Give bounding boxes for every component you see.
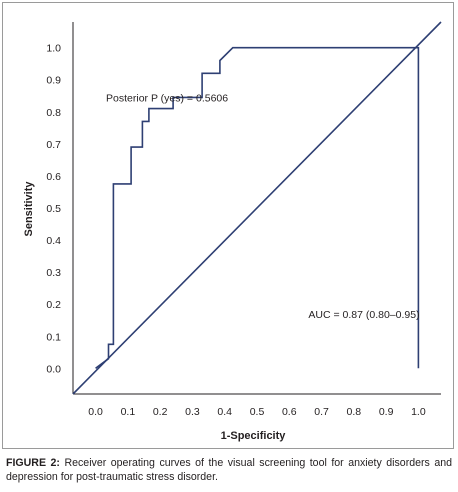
x-tick-label: 0.0: [88, 406, 103, 418]
x-tick-label: 0.4: [217, 406, 232, 418]
y-tick-label: 0.3: [46, 267, 61, 279]
y-tick-label: 0.6: [46, 171, 61, 183]
x-axis-title: 1-Specificity: [221, 430, 287, 442]
axes-layer: [72, 22, 441, 395]
roc-curve-line: [95, 46, 420, 369]
series-layer: [72, 21, 442, 395]
x-tick-label: 0.7: [314, 406, 329, 418]
x-tick-label: 0.1: [121, 406, 136, 418]
y-axis-title: Sensitivity: [23, 181, 35, 237]
y-tick-label: 0.1: [46, 331, 61, 343]
y-tick-label: 1.0: [46, 43, 61, 55]
x-tick-label: 1.0: [411, 406, 426, 418]
auc-annotation: AUC = 0.87 (0.80–0.95): [308, 309, 419, 321]
caption-label: FIGURE 2:: [6, 457, 60, 469]
y-tick-label: 0.4: [46, 235, 61, 247]
y-tick-label: 0.8: [46, 107, 61, 119]
x-tick-label: 0.2: [153, 406, 168, 418]
x-tick-label: 0.8: [347, 406, 362, 418]
y-tick-label: 0.9: [46, 75, 61, 87]
caption-text: Receiver operating curves of the visual …: [6, 457, 453, 483]
figure-frame: 0.0 0.1 0.2 0.3 0.4 0.5 0.6 0.7 0.8 0.9 1.0 0.0 0.1…: [2, 2, 454, 449]
y-tick-label: 0.7: [46, 139, 61, 151]
x-tick-label: 0.3: [185, 406, 200, 418]
figure-caption: FIGURE 2: Receiver operating curves of t…: [6, 456, 452, 484]
reference-diagonal-line: [72, 21, 442, 395]
x-tick-label: 0.6: [282, 406, 297, 418]
annotation-layer: Posterior P (yes) = 0.5606 AUC = 0.87 (0.…: [106, 92, 420, 320]
posterior-annotation: Posterior P (yes) = 0.5606: [106, 92, 228, 104]
y-tick-labels: 0.0 0.1 0.2 0.3 0.4 0.5 0.6 0.7 0.8 0.9 1.0: [46, 43, 61, 376]
roc-chart: 0.0 0.1 0.2 0.3 0.4 0.5 0.6 0.7 0.8 0.9 1.0 0.0 0.1…: [23, 21, 442, 442]
x-tick-label: 0.5: [250, 406, 265, 418]
x-tick-label: 0.9: [379, 406, 394, 418]
y-tick-label: 0.0: [46, 363, 61, 375]
y-tick-label: 0.5: [46, 203, 61, 215]
y-tick-label: 0.2: [46, 299, 61, 311]
x-tick-labels: 0.0 0.1 0.2 0.3 0.4 0.5 0.6 0.7 0.8 0.9 1.0: [88, 406, 426, 418]
